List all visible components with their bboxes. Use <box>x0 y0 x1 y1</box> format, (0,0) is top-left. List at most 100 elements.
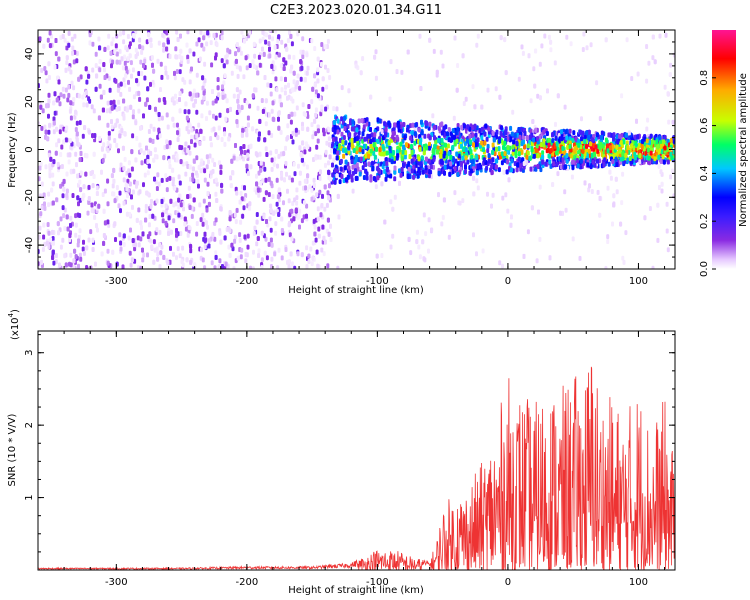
heatmap-cell <box>92 174 96 179</box>
heatmap-cell <box>165 139 169 145</box>
heatmap-cell <box>531 119 535 124</box>
heatmap-cell <box>159 87 162 92</box>
heatmap-cell <box>286 188 289 194</box>
heatmap-cell <box>155 227 159 233</box>
heatmap-cell <box>418 170 422 176</box>
heatmap-cell <box>212 32 216 38</box>
heatmap-cell <box>321 224 325 230</box>
heatmap-cell <box>137 265 140 269</box>
heatmap-cell <box>61 205 65 211</box>
heatmap-cell <box>323 44 327 50</box>
heatmap-cell <box>275 177 279 183</box>
heatmap-cell <box>189 248 193 254</box>
heatmap-cell <box>122 30 126 36</box>
heatmap-cell <box>437 170 441 176</box>
heatmap-cell <box>310 187 314 193</box>
heatmap-cell <box>127 235 131 241</box>
heatmap-cell <box>180 55 184 61</box>
heatmap-cell <box>668 72 672 77</box>
heatmap-cell <box>130 257 134 263</box>
heatmap-cell <box>421 239 425 245</box>
heatmap-cell <box>486 143 490 149</box>
heatmap-cell <box>606 239 610 244</box>
heatmap-cell <box>257 136 261 142</box>
heatmap-cell <box>82 192 86 198</box>
heatmap-cell <box>619 221 623 227</box>
heatmap-cell <box>280 175 284 181</box>
heatmap-cell <box>149 203 153 209</box>
heatmap-cell <box>256 236 260 241</box>
heatmap-cell <box>195 129 199 134</box>
heatmap-cell <box>111 183 115 189</box>
heatmap-cell <box>267 41 271 46</box>
heatmap-cell <box>248 103 252 109</box>
heatmap-cell <box>69 252 73 258</box>
heatmap-cell <box>48 122 52 128</box>
heatmap-cell <box>581 148 585 154</box>
heatmap-cell <box>417 244 421 250</box>
heatmap-cell <box>214 217 218 223</box>
heatmap-cell <box>527 53 531 59</box>
heatmap-cell <box>61 237 65 243</box>
heatmap-cell <box>65 171 69 177</box>
heatmap-cell <box>154 154 157 159</box>
heatmap-cell <box>50 187 54 193</box>
heatmap-cell <box>326 38 330 44</box>
heatmap-cell <box>79 74 83 80</box>
heatmap-cell <box>569 41 573 47</box>
heatmap-cell <box>270 63 274 69</box>
heatmap-cell <box>220 182 224 188</box>
heatmap-cell <box>132 94 136 100</box>
heatmap-cell <box>348 132 352 138</box>
heatmap-cell <box>265 219 268 224</box>
heatmap-cell <box>206 181 210 187</box>
heatmap-cell <box>483 131 487 137</box>
heatmap-cell <box>615 144 619 150</box>
heatmap-cell <box>257 131 261 137</box>
heatmap-cell <box>425 120 429 126</box>
heatmap-cell <box>313 224 317 230</box>
heatmap-cell <box>289 251 293 257</box>
heatmap-cell <box>658 33 662 39</box>
heatmap-cell <box>171 116 175 122</box>
heatmap-cell <box>257 54 261 60</box>
heatmap-cell <box>303 149 307 155</box>
heatmap-cell <box>472 191 476 197</box>
heatmap-cell <box>598 116 602 121</box>
heatmap-cell <box>235 109 239 115</box>
heatmap-cell <box>134 47 138 53</box>
heatmap-cell <box>72 168 76 174</box>
heatmap-cell <box>68 237 71 243</box>
heatmap-cell <box>289 68 293 74</box>
heatmap-cell <box>301 49 305 55</box>
heatmap-cell <box>195 133 199 139</box>
heatmap-cell <box>51 181 55 187</box>
heatmap-cell <box>47 152 51 158</box>
heatmap-cell <box>302 161 306 167</box>
heatmap-cell <box>56 161 60 167</box>
heatmap-cell <box>520 149 524 155</box>
heatmap-cell <box>115 118 119 124</box>
heatmap-cell <box>62 178 66 184</box>
heatmap-cell <box>449 161 453 167</box>
heatmap-cell <box>262 51 266 57</box>
heatmap-cell <box>373 154 377 160</box>
heatmap-cell <box>594 144 598 150</box>
heatmap-cell <box>157 40 161 46</box>
heatmap-cell <box>255 241 259 247</box>
heatmap-cell <box>123 60 127 66</box>
heatmap-cell <box>294 131 298 137</box>
heatmap-cell <box>42 234 46 240</box>
heatmap-cell <box>91 237 95 243</box>
heatmap-cell <box>145 190 149 196</box>
heatmap-cell <box>633 151 637 157</box>
heatmap-cell <box>111 36 115 42</box>
heatmap-cell <box>74 151 78 157</box>
heatmap-cell <box>164 173 168 179</box>
heatmap-cell <box>251 59 255 65</box>
heatmap-cell <box>249 143 253 149</box>
heatmap-cell <box>556 146 560 152</box>
heatmap-cell <box>165 46 169 52</box>
heatmap-cell <box>184 141 188 147</box>
heatmap-cell <box>316 263 320 269</box>
